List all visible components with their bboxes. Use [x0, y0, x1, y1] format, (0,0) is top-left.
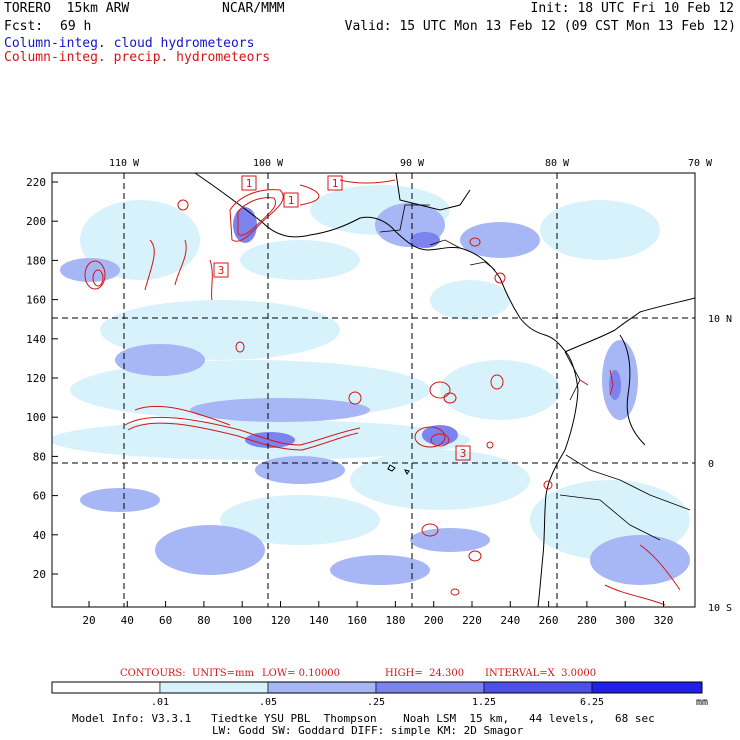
bottom-tick-label: 300 [615, 614, 635, 627]
colorbar-segment [51, 681, 161, 694]
org-label: NCAR/MMM [222, 1, 285, 16]
left-tick-label: 100 [26, 411, 46, 424]
contour-units: UNITS=mm [192, 668, 254, 679]
precip-contours [84, 179, 681, 606]
left-tick-label: 160 [26, 294, 46, 307]
colorbar: .01 .05 .25 1.25 6.25 mm [51, 681, 708, 708]
bottom-tick-label: 280 [577, 614, 597, 627]
longitude-label: 90 W [400, 158, 425, 169]
left-tick-label: 220 [26, 176, 46, 189]
latitude-label: 0 [708, 459, 714, 470]
top-longitude-labels: 110 W 100 W 90 W 80 W 70 W [109, 158, 713, 169]
left-tick-label: 180 [26, 254, 46, 267]
valid-time: Valid: 15 UTC Mon 13 Feb 12 (09 CST Mon … [344, 19, 736, 34]
bottom-tick-label: 320 [654, 614, 674, 627]
contour-box-label: 1 [288, 194, 295, 207]
contour-label: CONTOURS: [120, 668, 186, 679]
latitude-label: 10 S [708, 603, 732, 614]
colorbar-segment [375, 681, 485, 694]
bottom-tick-label: 220 [462, 614, 482, 627]
model-title: TORERO 15km ARW [4, 1, 130, 16]
graticule [52, 173, 695, 607]
colorbar-segment [159, 681, 269, 694]
coastlines [194, 173, 695, 607]
left-tick-label: 40 [33, 529, 46, 542]
colorbar-label: .01 [151, 697, 169, 708]
contour-label-boxes [213, 175, 471, 461]
longitude-label: 100 W [253, 158, 284, 169]
contour-box-label: 3 [460, 447, 467, 460]
init-time: Init: 18 UTC Fri 10 Feb 12 [530, 1, 735, 16]
right-latitude-labels: 10 N 0 10 S [708, 314, 732, 614]
left-axis: 220 200 180 160 140 120 100 80 60 40 20 [26, 176, 58, 581]
forecast-label: Fcst: [4, 19, 44, 34]
contour-labels: 1 1 1 3 3 [218, 177, 467, 460]
bottom-axis: 20 40 60 80 100 120 140 160 180 200 220 240 260 280 30… [82, 601, 673, 627]
latitude-label: 10 N [708, 314, 732, 325]
bottom-tick-label: 140 [309, 614, 329, 627]
legend-cloud: Column-integ. cloud hydrometeors [4, 36, 255, 51]
model-physics: LW: Godd SW: Goddard DIFF: simple KM: 2D… [212, 724, 524, 737]
bottom-tick-label: 120 [271, 614, 291, 627]
cloud-field [52, 185, 690, 585]
bottom-tick-label: 40 [121, 614, 134, 627]
contour-low: LOW= 0.10000 [262, 668, 341, 679]
colorbar-unit: mm [696, 697, 708, 708]
bottom-tick-label: 60 [159, 614, 172, 627]
legend-precip: Column-integ. precip. hydrometeors [4, 50, 271, 65]
colorbar-label: .05 [259, 697, 277, 708]
contour-box-label: 1 [332, 177, 339, 190]
bottom-tick-label: 200 [424, 614, 444, 627]
colorbar-label: 6.25 [580, 697, 604, 708]
longitude-label: 80 W [545, 158, 570, 169]
left-tick-label: 20 [33, 568, 46, 581]
left-tick-label: 140 [26, 333, 46, 346]
contour-high: HIGH= 24.300 [385, 668, 465, 679]
colorbar-segment [483, 681, 593, 694]
bottom-tick-label: 20 [82, 614, 95, 627]
model-info: Model Info: V3.3.1 Tiedtke YSU PBL Thomp… [72, 712, 655, 725]
bottom-tick-label: 100 [232, 614, 252, 627]
bottom-tick-label: 240 [500, 614, 520, 627]
longitude-label: 110 W [109, 158, 140, 169]
bottom-tick-label: 260 [539, 614, 559, 627]
contour-box-label: 1 [246, 177, 253, 190]
map-frame [51, 172, 696, 608]
left-tick-label: 80 [33, 450, 46, 463]
left-tick-label: 60 [33, 490, 46, 503]
contour-interval: INTERVAL=X 3.0000 [485, 668, 597, 679]
bottom-tick-label: 180 [385, 614, 405, 627]
colorbar-label: 1.25 [472, 697, 496, 708]
forecast-hours: 69 h [60, 19, 92, 34]
colorbar-segment [591, 681, 703, 694]
colorbar-label: .25 [367, 697, 385, 708]
left-tick-label: 200 [26, 215, 46, 228]
contour-box-label: 3 [218, 264, 225, 277]
bottom-tick-label: 80 [197, 614, 210, 627]
colorbar-segment [267, 681, 377, 694]
bottom-tick-label: 160 [347, 614, 367, 627]
left-tick-label: 120 [26, 372, 46, 385]
longitude-label: 70 W [688, 158, 713, 169]
